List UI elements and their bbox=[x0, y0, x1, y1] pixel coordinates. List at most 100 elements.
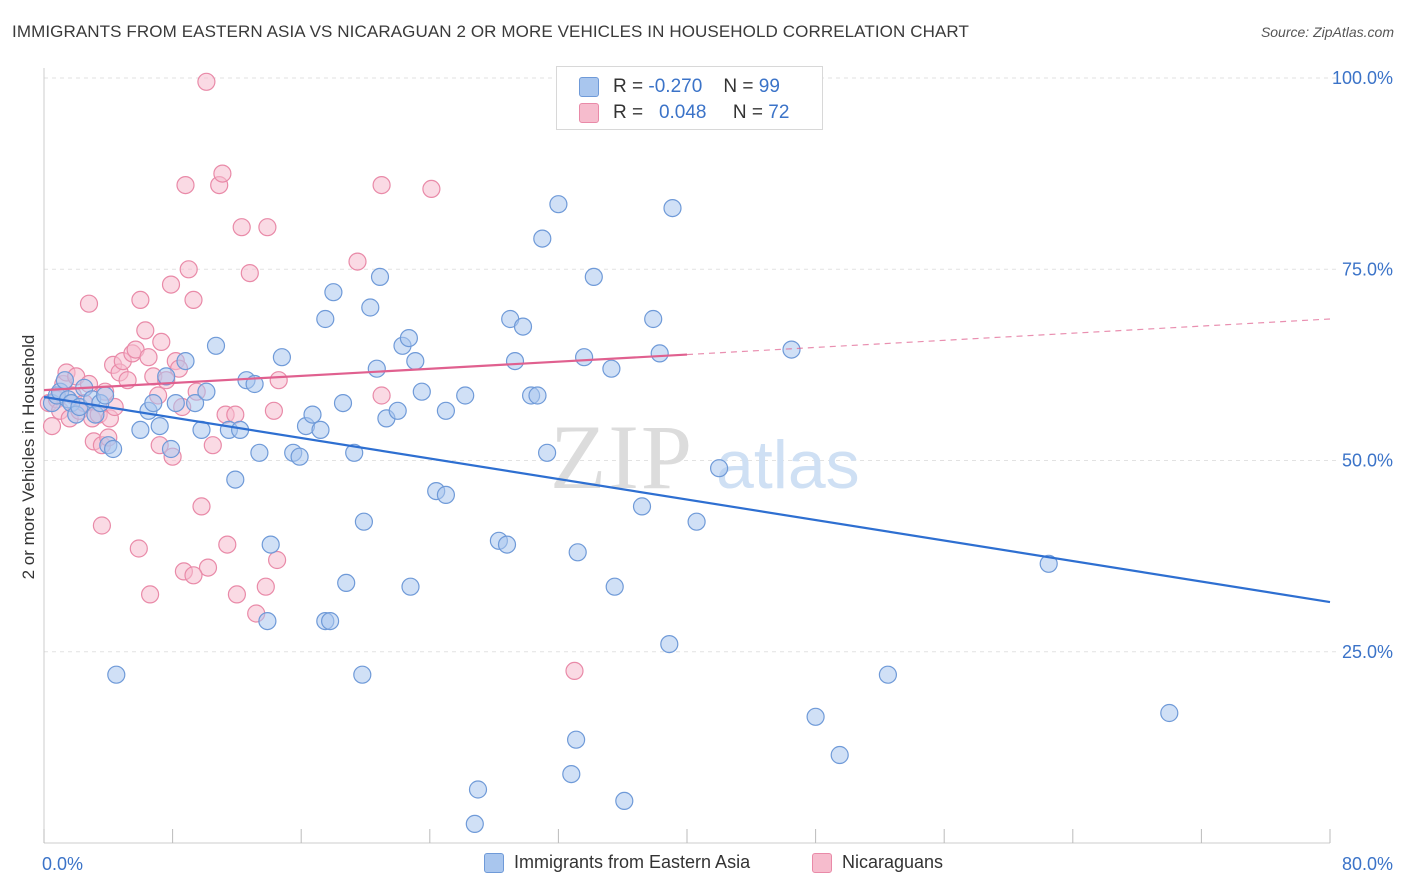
chart-title: IMMIGRANTS FROM EASTERN ASIA VS NICARAGU… bbox=[12, 22, 969, 41]
point-eastern-asia bbox=[303, 405, 322, 424]
point-eastern-asia bbox=[687, 512, 706, 531]
point-eastern-asia bbox=[226, 470, 245, 489]
point-nicaraguan bbox=[184, 290, 203, 309]
point-eastern-asia bbox=[650, 344, 669, 363]
point-eastern-asia bbox=[549, 195, 568, 214]
point-nicaraguan bbox=[141, 585, 160, 604]
point-eastern-asia bbox=[333, 394, 353, 413]
r-value: 0.048 bbox=[658, 102, 707, 123]
point-nicaraguan bbox=[129, 539, 148, 558]
point-eastern-asia bbox=[176, 352, 195, 371]
n-label: N = bbox=[732, 102, 764, 123]
point-eastern-asia bbox=[406, 352, 425, 371]
point-nicaraguan bbox=[218, 535, 237, 554]
point-nicaraguan bbox=[42, 417, 62, 436]
point-eastern-asia bbox=[663, 199, 682, 218]
point-nicaraguan bbox=[226, 405, 245, 424]
point-eastern-asia bbox=[574, 348, 594, 367]
point-eastern-asia bbox=[465, 814, 484, 834]
point-eastern-asia bbox=[157, 367, 176, 386]
point-nicaraguan bbox=[372, 176, 391, 195]
point-nicaraguan bbox=[179, 260, 198, 279]
point-eastern-asia bbox=[95, 386, 115, 405]
legend-label: Nicaraguans bbox=[842, 852, 944, 872]
point-eastern-asia bbox=[533, 229, 552, 248]
point-eastern-asia bbox=[399, 329, 418, 348]
point-eastern-asia bbox=[782, 340, 801, 359]
point-nicaraguan bbox=[213, 164, 232, 183]
point-eastern-asia bbox=[258, 611, 277, 631]
point-eastern-asia bbox=[505, 352, 525, 371]
point-eastern-asia bbox=[497, 535, 517, 554]
point-eastern-asia bbox=[830, 745, 849, 765]
point-nicaraguan bbox=[422, 179, 441, 198]
point-eastern-asia bbox=[566, 730, 586, 749]
point-eastern-asia bbox=[660, 634, 679, 654]
point-eastern-asia bbox=[290, 447, 309, 466]
point-eastern-asia bbox=[568, 543, 587, 562]
x-tick-label: 80.0% bbox=[1342, 854, 1393, 874]
y-axis-label: 2 or more Vehicles in Household bbox=[19, 335, 38, 580]
point-eastern-asia bbox=[166, 394, 185, 413]
watermark: ZIP atlas bbox=[550, 406, 860, 508]
source-label: Source: ZipAtlas.com bbox=[1260, 24, 1394, 40]
point-eastern-asia bbox=[321, 611, 340, 631]
legend-label: Immigrants from Eastern Asia bbox=[514, 852, 751, 872]
point-eastern-asia bbox=[161, 439, 181, 459]
point-nicaraguan bbox=[348, 252, 367, 271]
trend-lines bbox=[43, 318, 1331, 604]
point-eastern-asia bbox=[150, 417, 169, 436]
trend-line-nicaraguans bbox=[43, 353, 688, 392]
point-nicaraguan bbox=[232, 218, 251, 237]
point-nicaraguan bbox=[258, 218, 277, 237]
n-value: 99 bbox=[758, 76, 780, 97]
point-eastern-asia bbox=[602, 359, 621, 378]
y-tick-label: 50.0% bbox=[1342, 451, 1393, 471]
point-nicaraguan bbox=[227, 585, 246, 604]
point-eastern-asia bbox=[250, 443, 269, 462]
point-eastern-asia bbox=[337, 573, 356, 593]
point-eastern-asia bbox=[353, 665, 372, 684]
point-eastern-asia bbox=[324, 283, 343, 302]
point-nicaraguan bbox=[268, 550, 287, 570]
point-eastern-asia bbox=[361, 298, 380, 317]
point-eastern-asia bbox=[537, 443, 557, 462]
point-eastern-asia bbox=[644, 309, 663, 329]
point-eastern-asia bbox=[311, 420, 330, 439]
r-value: -0.270 bbox=[648, 76, 703, 97]
point-nicaraguan bbox=[184, 566, 203, 585]
point-eastern-asia bbox=[388, 401, 407, 420]
correlation-legend: R = -0.270 N = 99 R = 0.048 N = 72 bbox=[556, 66, 823, 130]
legend-swatch-blue bbox=[484, 853, 504, 873]
point-nicaraguan bbox=[197, 72, 216, 91]
point-eastern-asia bbox=[584, 267, 603, 286]
point-eastern-asia bbox=[131, 420, 150, 439]
grid-lines bbox=[44, 77, 1340, 653]
point-eastern-asia bbox=[1160, 703, 1179, 723]
n-value: 72 bbox=[768, 102, 790, 123]
point-nicaraguan bbox=[161, 275, 181, 294]
point-nicaraguan bbox=[92, 516, 112, 535]
point-eastern-asia bbox=[878, 665, 898, 684]
y-tick-label: 75.0% bbox=[1342, 259, 1393, 279]
legend-swatch-pink bbox=[579, 103, 599, 123]
point-eastern-asia bbox=[354, 512, 373, 531]
point-nicaraguan bbox=[139, 348, 158, 367]
trend-line-nicaraguans-extension bbox=[686, 318, 1331, 356]
series-legend: Immigrants from Eastern Asia Nicaraguans bbox=[484, 852, 984, 876]
tick-labels: 25.0% 50.0% 75.0% 100.0% 0.0% 80.0% bbox=[42, 68, 1393, 874]
r-label: R = bbox=[613, 76, 644, 97]
y-tick-label: 25.0% bbox=[1342, 642, 1393, 662]
y-tick-label: 100.0% bbox=[1332, 68, 1393, 88]
point-nicaraguan bbox=[152, 332, 171, 351]
trend-line-eastern-asia bbox=[43, 395, 1331, 604]
point-eastern-asia bbox=[261, 535, 280, 554]
legend-swatch-pink bbox=[812, 853, 832, 873]
point-nicaraguan bbox=[269, 371, 288, 390]
axes bbox=[43, 68, 1331, 844]
point-eastern-asia bbox=[412, 382, 431, 401]
point-eastern-asia bbox=[468, 780, 488, 799]
point-nicaraguan bbox=[131, 290, 150, 309]
point-nicaraguan bbox=[176, 176, 195, 195]
